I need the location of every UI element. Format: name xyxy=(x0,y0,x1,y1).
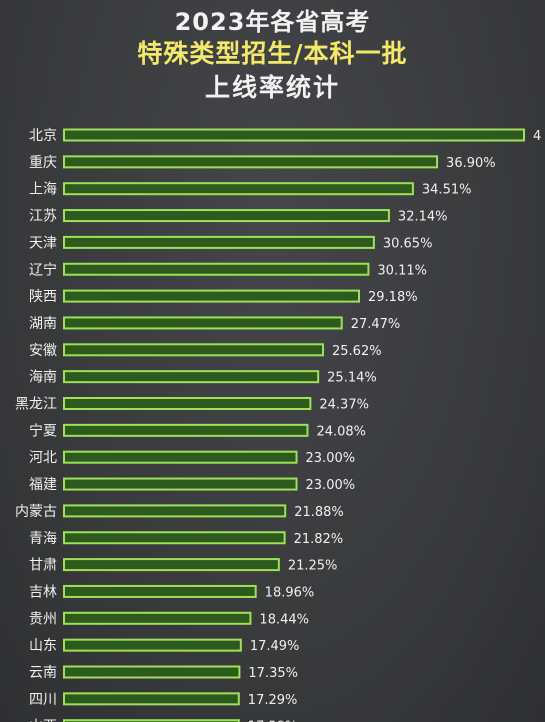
value-label: 17.29% xyxy=(248,720,298,722)
value-label: 24.37% xyxy=(319,398,369,413)
bar xyxy=(63,128,525,142)
value-label: 18.44% xyxy=(259,612,309,627)
value-label: 30.11% xyxy=(377,263,427,278)
bar xyxy=(63,343,325,357)
bar xyxy=(63,182,414,196)
value-label: 21.88% xyxy=(294,505,344,520)
value-label: 21.82% xyxy=(294,532,344,547)
category-label: 宁夏 xyxy=(29,422,57,439)
value-label: 32.14% xyxy=(398,210,448,225)
bar xyxy=(63,719,240,722)
category-label: 四川 xyxy=(29,692,57,708)
bar xyxy=(63,450,298,464)
category-label: 陕西 xyxy=(29,289,57,305)
chart-title: 2023年各省高考 xyxy=(174,8,371,36)
bar xyxy=(63,235,375,249)
value-label: 34.51% xyxy=(422,183,472,198)
value-label: 21.25% xyxy=(288,559,338,574)
bar xyxy=(63,289,361,303)
value-label: 30.65% xyxy=(383,236,433,251)
value-label: 17.49% xyxy=(250,639,300,654)
category-label: 贵州 xyxy=(29,611,57,627)
value-label: 4 xyxy=(533,129,541,144)
category-label: 内蒙古 xyxy=(15,504,57,520)
bar xyxy=(63,638,242,652)
bar xyxy=(63,423,309,437)
category-label: 云南 xyxy=(29,665,57,681)
category-label: 吉林 xyxy=(29,584,57,600)
bar xyxy=(63,477,298,491)
bar xyxy=(63,397,312,410)
value-label: 36.90% xyxy=(446,156,496,171)
bar xyxy=(63,209,390,223)
bar xyxy=(63,504,287,518)
chart-subtitle-2: 上线率统计 xyxy=(204,73,340,102)
category-label: 福建 xyxy=(29,477,57,493)
category-label: 上海 xyxy=(29,182,57,198)
chart-subtitle: 特殊类型招生/本科一批 xyxy=(137,39,408,68)
bar xyxy=(63,584,257,598)
value-label: 27.47% xyxy=(351,317,401,332)
bar xyxy=(63,316,343,330)
value-label: 18.96% xyxy=(265,585,315,600)
value-label: 25.14% xyxy=(327,371,377,386)
value-label: 17.35% xyxy=(248,666,298,681)
category-label: 海南 xyxy=(29,370,57,386)
value-label: 25.62% xyxy=(332,344,382,359)
value-label: 17.29% xyxy=(248,693,298,708)
bar xyxy=(63,155,439,169)
category-label: 甘肃 xyxy=(29,558,57,574)
category-label: 安徽 xyxy=(29,343,57,359)
bar xyxy=(63,262,370,276)
bar xyxy=(63,665,241,679)
category-label: 辽宁 xyxy=(29,261,57,278)
value-label: 23.00% xyxy=(306,478,356,493)
category-label: 山东 xyxy=(29,638,57,654)
category-label: 河北 xyxy=(29,450,57,466)
category-label: 重庆 xyxy=(29,155,57,171)
category-label: 山西 xyxy=(29,719,57,722)
bar xyxy=(63,692,240,706)
value-label: 29.18% xyxy=(368,290,418,305)
category-label: 黑龙江 xyxy=(15,397,57,413)
category-label: 湖南 xyxy=(29,316,57,332)
bar xyxy=(63,611,252,625)
bar xyxy=(63,531,286,545)
value-label: 24.08% xyxy=(316,424,366,439)
category-label: 青海 xyxy=(29,531,57,547)
bar xyxy=(63,370,320,384)
category-label: 天津 xyxy=(29,235,57,251)
category-label: 北京 xyxy=(29,128,57,144)
bar xyxy=(63,558,280,572)
value-label: 23.00% xyxy=(306,451,356,466)
category-label: 江苏 xyxy=(29,209,57,225)
